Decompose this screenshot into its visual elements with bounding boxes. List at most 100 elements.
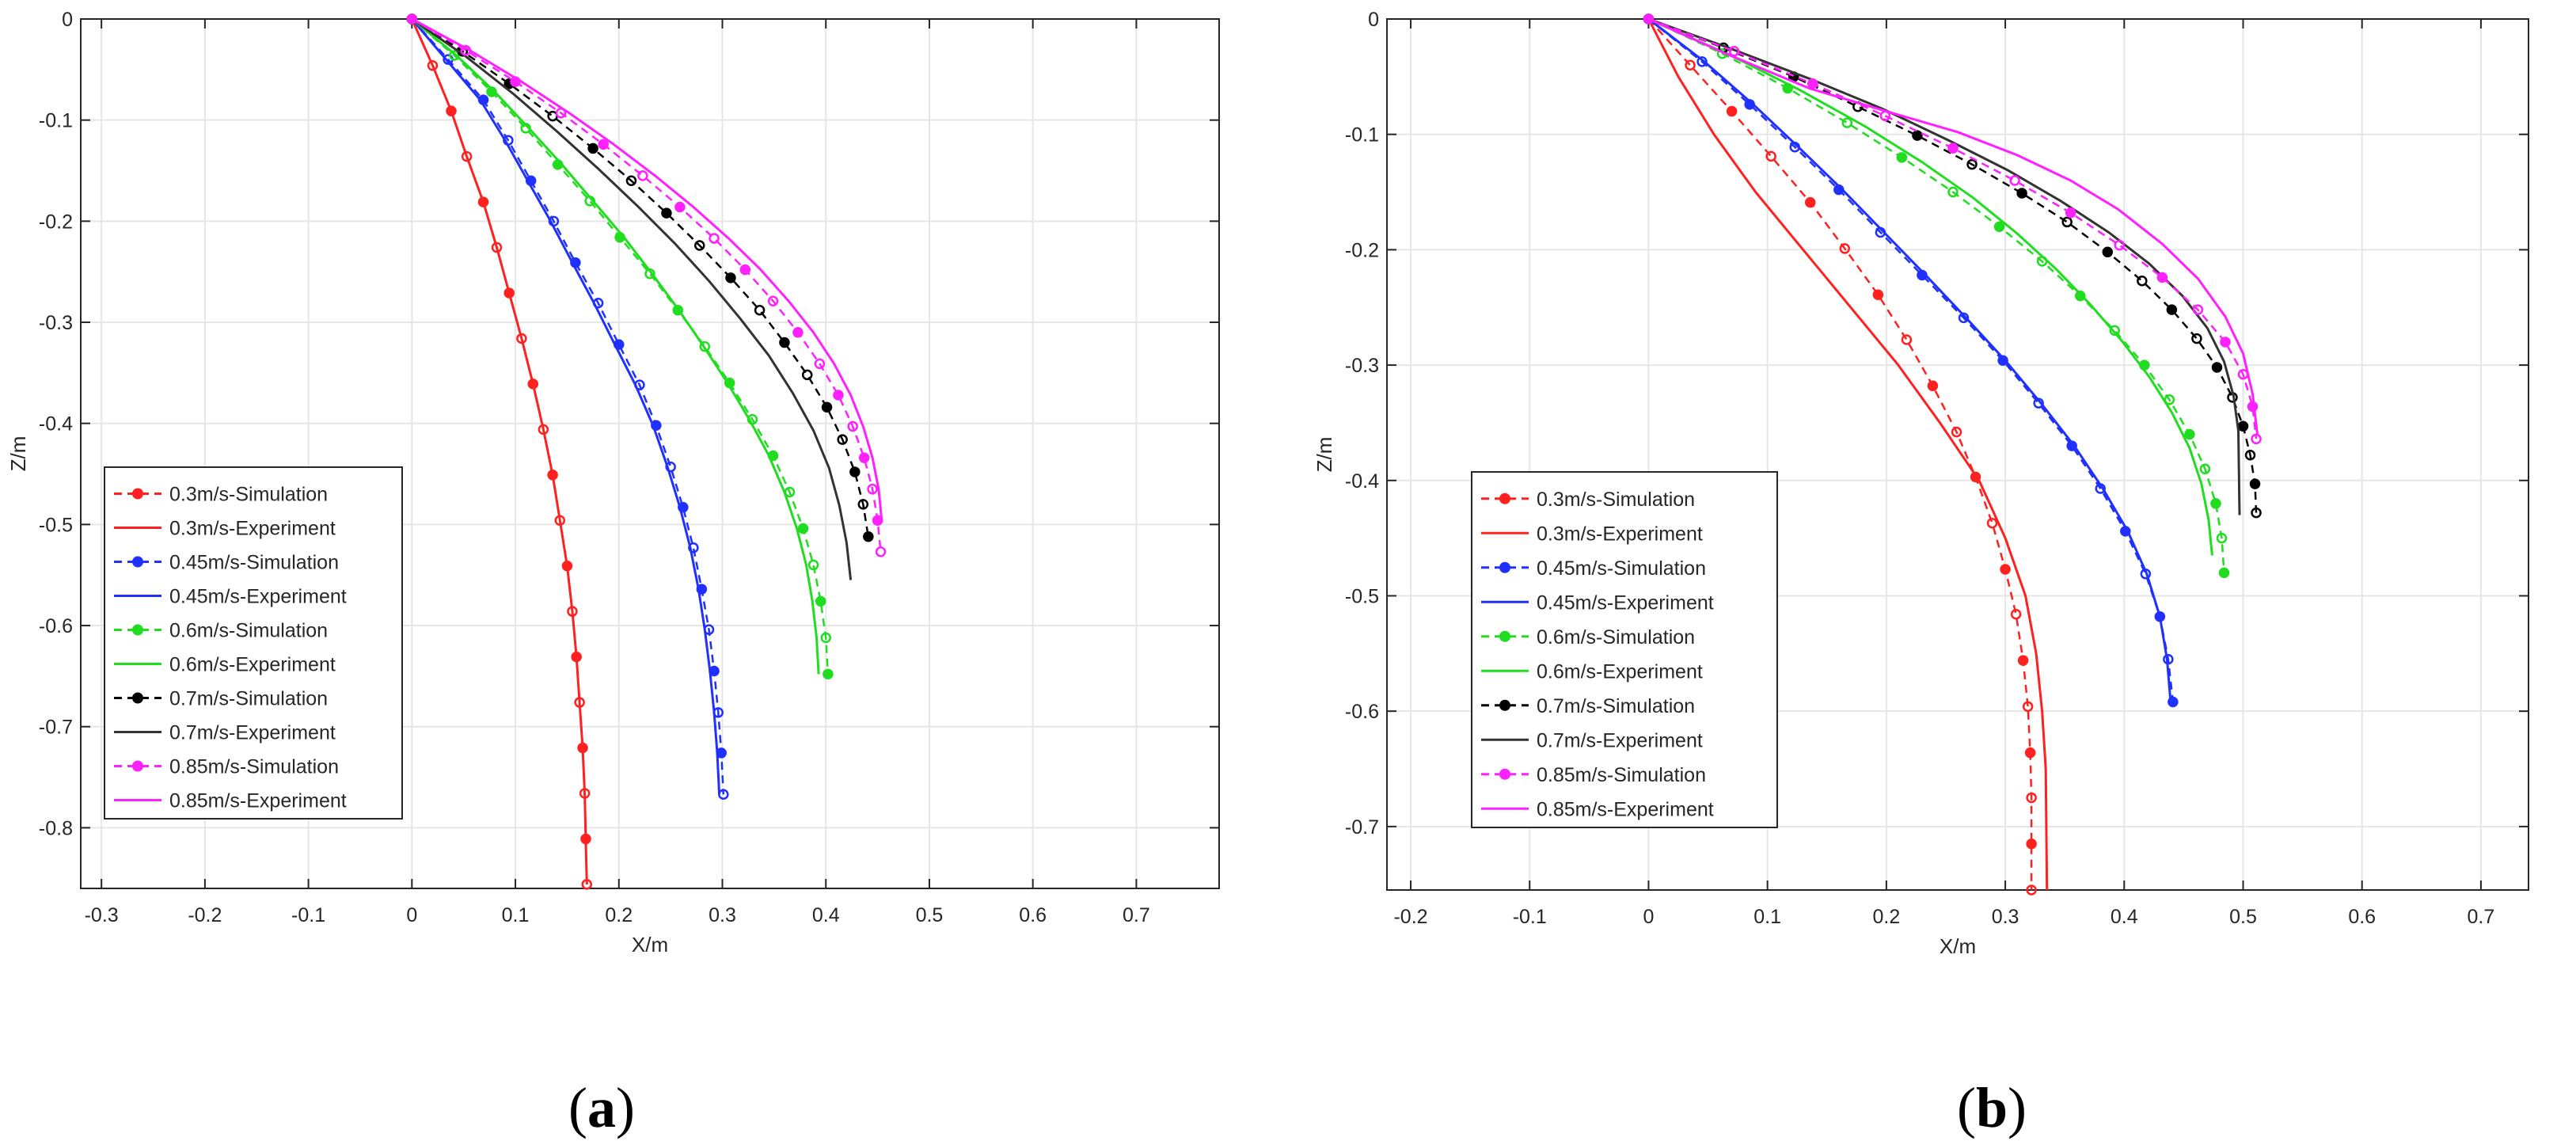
data-point-sim_0.3 (2000, 564, 2011, 575)
x-tick-label: -0.1 (291, 904, 325, 926)
panel-caption-a: (a) (568, 1076, 635, 1139)
legend-label-exp_0.85: 0.85m/s-Experiment (169, 790, 347, 812)
y-tick-label: -0.5 (1345, 585, 1379, 607)
chart-panel-a: -0.3 -0.2 -0.1 0 0.1 0.2 0.3 0.4 0.5 0.6 0.7 0 -0.1 -… (0, 0, 1288, 1139)
legend-marker-sim_0.85 (132, 760, 143, 772)
data-point-sim_0.3 (1951, 426, 1962, 438)
data-point-sim_0.6 (1993, 221, 2005, 233)
axes-box (1386, 18, 2529, 891)
data-point-sim_0.85 (833, 390, 844, 401)
data-point-sim_0.7 (2102, 246, 2114, 258)
x-axis-label: X/m (1940, 934, 1976, 958)
legend-label-sim_0.45: 0.45m/s-Simulation (1537, 557, 1706, 580)
x-tick-label: -0.3 (85, 904, 119, 926)
data-point-sim_0.6 (1896, 152, 1908, 163)
data-point-sim_0.85 (739, 264, 751, 276)
data-point-sim_0.45 (688, 542, 699, 553)
data-point-sim_0.85 (1728, 46, 1740, 57)
data-point-sim_0.7 (693, 240, 705, 251)
series-line-exp_0.6 (411, 17, 820, 675)
data-point-sim_0.3 (2026, 884, 2037, 896)
data-point-sim_0.85 (814, 358, 826, 370)
legend-label-sim_0.85: 0.85m/s-Simulation (169, 756, 339, 778)
data-point-sim_0.3 (2026, 792, 2037, 804)
legend-label-sim_0.85: 0.85m/s-Simulation (1537, 764, 1706, 786)
data-point-sim_0.7 (821, 401, 833, 413)
data-point-sim_0.7 (2251, 507, 2262, 519)
data-point-sim_0.6 (449, 50, 460, 61)
data-point-sim_0.85 (847, 420, 858, 432)
series-line-exp_0.3 (410, 18, 588, 884)
data-point-sim_0.3 (1986, 517, 1998, 529)
axes-box (80, 18, 1220, 889)
legend-box (104, 466, 403, 820)
y-axis-label: Z/m (1313, 437, 1336, 473)
legend-marker-sim_0.6 (132, 624, 143, 636)
y-tick-label: -0.4 (39, 413, 73, 435)
legend-label-exp_0.85: 0.85m/s-Experiment (1537, 798, 1714, 820)
legend-label-exp_0.3: 0.3m/s-Experiment (1537, 523, 1703, 545)
y-tick-label: -0.8 (39, 817, 73, 839)
data-point-sim_0.85 (2192, 304, 2204, 315)
data-point-sim_0.85 (1947, 143, 1959, 154)
legend-marker-sim_0.7 (1499, 699, 1510, 711)
data-point-sim_0.3 (461, 150, 473, 162)
data-point-sim_0.7 (587, 143, 598, 154)
data-point-sim_0.6 (2184, 428, 2195, 440)
data-point-sim_0.3 (2024, 747, 2036, 759)
legend-label-sim_0.6: 0.6m/s-Simulation (169, 620, 328, 642)
x-tick-label: 0 (1643, 906, 1655, 928)
y-tick-label: -0.7 (39, 717, 73, 739)
data-point-sim_0.7 (2016, 188, 2027, 199)
data-point-sim_0.6 (807, 559, 819, 571)
data-point-sim_0.85 (858, 452, 870, 463)
legend-label-exp_0.45: 0.45m/s-Experiment (1537, 591, 1714, 614)
x-axis-label: X/m (632, 933, 668, 957)
data-point-sim_0.7 (725, 272, 736, 283)
y-axis-label: Z/m (6, 436, 30, 472)
legend-label-sim_0.7: 0.7m/s-Simulation (169, 688, 328, 710)
legend-label-sim_0.7: 0.7m/s-Simulation (1537, 695, 1695, 717)
data-point-sim_0.7 (2191, 333, 2202, 344)
x-tick-label: 0.1 (1753, 906, 1781, 928)
data-point-sim_0.7 (2244, 449, 2256, 461)
x-tick-label: 0 (406, 904, 417, 926)
data-point-sim_0.6 (2216, 532, 2228, 544)
plot-area (406, 13, 887, 890)
series-line-exp_0.85 (1647, 17, 2259, 435)
data-point-sim_0.85 (598, 139, 609, 150)
x-tick-label: 0.4 (2111, 906, 2138, 928)
data-point-sim_0.45 (1997, 355, 2008, 367)
y-tick-label: -0.7 (1345, 816, 1379, 839)
plot-area (1643, 13, 2262, 896)
data-point-sim_0.7 (625, 175, 637, 187)
legend-label-sim_0.3: 0.3m/s-Simulation (1537, 489, 1695, 511)
data-point-sim_0.85 (2114, 239, 2126, 251)
x-tick-label: 0.6 (1019, 904, 1047, 926)
x-tick-label: -0.2 (188, 904, 222, 926)
data-point-sim_0.3 (1804, 196, 1816, 208)
data-point-sim_0.3 (2017, 655, 2029, 666)
panel-caption-b: (b) (1956, 1076, 2027, 1139)
legend-marker-sim_0.3 (1499, 493, 1510, 504)
data-point-sim_0.85 (2065, 207, 2076, 219)
y-tick-label: -0.5 (39, 514, 73, 536)
data-point-sim_0.85 (2251, 433, 2262, 445)
y-tick-label: -0.2 (1345, 239, 1379, 261)
data-point-sim_0.7 (2211, 362, 2223, 373)
series-line-sim_0.45 (411, 18, 725, 795)
legend-label-exp_0.6: 0.6m/s-Experiment (1537, 660, 1703, 683)
data-point-sim_0.3 (2026, 838, 2037, 850)
y-tick-label: 0 (62, 9, 73, 31)
y-tick-label: -0.2 (39, 211, 73, 233)
data-point-sim_0.6 (2074, 290, 2086, 302)
series-line-exp_0.85 (411, 17, 883, 521)
legend-label-sim_0.6: 0.6m/s-Simulation (1537, 626, 1695, 648)
data-point-sim_0.85 (767, 295, 779, 306)
y-tick-label: -0.3 (1345, 355, 1379, 377)
data-point-sim_0.6 (2199, 463, 2211, 474)
x-tick-label: 0.2 (605, 904, 633, 926)
legend-label-exp_0.7: 0.7m/s-Experiment (169, 722, 336, 744)
legend-marker-sim_0.85 (1499, 768, 1510, 780)
data-point-sim_0.85 (2009, 175, 2020, 186)
